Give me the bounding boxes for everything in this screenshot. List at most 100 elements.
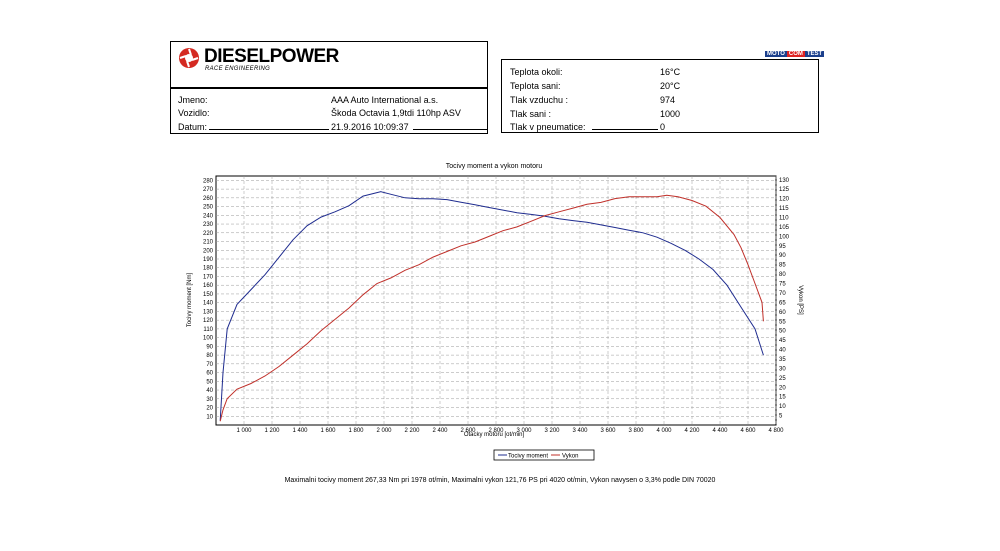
name-label: Jmeno: xyxy=(178,95,208,105)
right-tick-label: 20 xyxy=(779,385,786,391)
intake-pressure-value: 1000 xyxy=(660,109,681,119)
left-tick-label: 220 xyxy=(203,231,214,237)
left-tick-label: 190 xyxy=(203,257,214,263)
x-tick-label: 3 400 xyxy=(572,428,588,434)
right-axis-ticks: 5 10 15 20 25 30 35 40 45 50 55 60 65 70 75 80 85 90 95 100… xyxy=(779,178,790,420)
left-tick-label: 60 xyxy=(206,371,213,377)
right-tick-label: 25 xyxy=(779,376,786,382)
chart-title: Tocivy moment a vykon motoru xyxy=(446,163,543,170)
right-tick-label: 75 xyxy=(779,282,786,288)
tire-pressure-value: 0 xyxy=(660,122,666,132)
right-tick-label: 50 xyxy=(779,329,786,335)
x-tick-label: 4 000 xyxy=(656,428,672,434)
conditions-box: Teplota okoli: 16°C Teplota sani: 20°C T… xyxy=(501,59,819,133)
vehicle-info-box: Jmeno: AAA Auto International a.s. Vozid… xyxy=(170,88,488,134)
right-tick-label: 95 xyxy=(779,244,786,250)
power-series-line xyxy=(219,194,764,422)
date-trailing-line xyxy=(413,129,487,130)
date-leader-line xyxy=(209,129,329,130)
motocomtest-badge: MOTO COM TEST xyxy=(765,51,825,57)
vehicle-value: Škoda Octavia 1,9tdi 110hp ASV xyxy=(331,108,461,118)
x-tick-label: 2 400 xyxy=(432,428,448,434)
left-tick-label: 260 xyxy=(203,196,214,202)
x-tick-label: 2 200 xyxy=(404,428,420,434)
right-tick-label: 15 xyxy=(779,395,786,401)
right-tick-label: 130 xyxy=(779,178,790,184)
right-tick-label: 40 xyxy=(779,348,786,354)
left-tick-label: 80 xyxy=(206,353,213,359)
legend-torque-label: Tocivy moment xyxy=(508,454,548,460)
intake-temp-label: Teplota sani: xyxy=(510,81,561,91)
vehicle-label: Vozidlo: xyxy=(178,108,210,118)
left-tick-label: 50 xyxy=(206,379,213,385)
left-tick-label: 170 xyxy=(203,274,214,280)
left-tick-label: 20 xyxy=(206,406,213,412)
right-tick-label: 90 xyxy=(779,253,786,259)
right-tick-label: 110 xyxy=(779,216,789,222)
left-axis-label: Tocivy moment [Nm] xyxy=(187,272,193,327)
left-tick-label: 280 xyxy=(203,178,214,184)
date-label: Datum: xyxy=(178,122,208,132)
x-tick-label: 4 400 xyxy=(712,428,728,434)
right-axis-label: Vykon [PS] xyxy=(797,285,803,315)
left-tick-label: 270 xyxy=(203,187,214,193)
torque-series-line xyxy=(219,191,764,421)
x-tick-label: 1 400 xyxy=(292,428,308,434)
legend-power-label: Vykon xyxy=(562,454,578,460)
date-value: 21.9.2016 10:09:37 xyxy=(331,122,409,132)
left-tick-label: 200 xyxy=(203,248,214,254)
left-tick-label: 10 xyxy=(206,414,213,420)
right-tick-label: 100 xyxy=(779,234,790,240)
brand-name: DIESELPOWER xyxy=(204,46,339,67)
left-tick-label: 210 xyxy=(203,240,214,246)
x-tick-label: 3 800 xyxy=(628,428,644,434)
name-value: AAA Auto International a.s. xyxy=(331,95,439,105)
left-tick-label: 130 xyxy=(203,309,214,315)
x-tick-label: 2 000 xyxy=(376,428,392,434)
intake-temp-value: 20°C xyxy=(660,81,681,91)
right-tick-label: 60 xyxy=(779,310,786,316)
left-tick-label: 70 xyxy=(206,362,213,368)
left-axis-ticks: 10 20 30 40 50 60 70 80 90 100 110 120 130 140 150 160 1… xyxy=(203,178,214,420)
tire-pressure-label: Tlak v pneumatice: xyxy=(510,122,586,132)
x-tick-label: 1 200 xyxy=(264,428,280,434)
right-tick-label: 105 xyxy=(779,225,790,231)
brand-tagline: RACE ENGINEERING xyxy=(205,66,271,72)
x-tick-label: 1 000 xyxy=(236,428,252,434)
left-tick-label: 180 xyxy=(203,266,214,272)
x-tick-label: 4 800 xyxy=(768,428,784,434)
logo-box: DIESELPOWER RACE ENGINEERING xyxy=(170,41,488,88)
x-tick-label: 1 600 xyxy=(320,428,336,434)
right-tick-label: 85 xyxy=(779,263,786,269)
x-tick-label: 2 600 xyxy=(460,428,476,434)
air-pressure-label: Tlak vzduchu : xyxy=(510,95,569,105)
x-tick-label: 4 200 xyxy=(684,428,700,434)
left-tick-label: 30 xyxy=(206,397,213,403)
ambient-temp-label: Teplota okoli: xyxy=(510,67,563,77)
left-tick-label: 240 xyxy=(203,213,214,219)
right-tick-label: 80 xyxy=(779,272,786,278)
x-tick-label: 3 200 xyxy=(544,428,560,434)
left-tick-label: 90 xyxy=(206,344,213,350)
left-tick-label: 160 xyxy=(203,283,214,289)
summary-footer: Maximalni tocivy moment 267,33 Nm pri 19… xyxy=(284,477,716,484)
x-axis-label: Otacky motoru [ot/min] xyxy=(464,432,525,438)
right-tick-label: 115 xyxy=(779,206,789,212)
left-tick-label: 250 xyxy=(203,205,214,211)
x-tick-label: 3 600 xyxy=(600,428,616,434)
ambient-temp-value: 16°C xyxy=(660,67,681,77)
air-pressure-value: 974 xyxy=(660,95,676,105)
intake-pressure-label: Tlak sani : xyxy=(510,109,552,119)
right-tick-label: 65 xyxy=(779,300,786,306)
left-tick-label: 140 xyxy=(203,301,214,307)
right-tick-label: 45 xyxy=(779,338,786,344)
x-tick-label: 1 800 xyxy=(348,428,364,434)
x-tick-label: 2 800 xyxy=(488,428,504,434)
x-axis-ticks: 1 000 1 200 1 400 1 600 1 800 2 000 2 200 2 400… xyxy=(236,428,784,434)
x-tick-label: 4 600 xyxy=(740,428,756,434)
left-tick-label: 100 xyxy=(203,336,214,342)
left-tick-label: 40 xyxy=(206,388,213,394)
legend-box xyxy=(493,449,595,461)
right-tick-label: 120 xyxy=(779,197,790,203)
